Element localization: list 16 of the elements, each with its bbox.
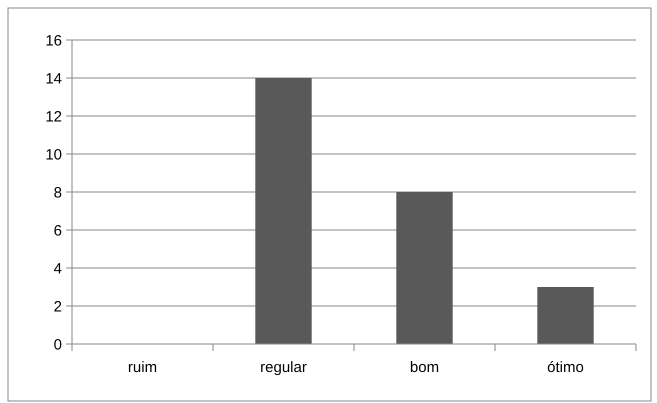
x-tick-label: bom (410, 359, 440, 376)
y-tick-label: 6 (54, 222, 62, 240)
y-tick-label: 12 (45, 108, 62, 126)
x-tick-label: ruim (128, 359, 158, 376)
y-tick-label: 8 (54, 184, 62, 202)
y-tick-label: 14 (45, 70, 62, 88)
bar (396, 192, 453, 344)
bar (255, 78, 312, 344)
y-tick-label: 10 (45, 146, 62, 164)
y-tick-label: 0 (54, 336, 62, 354)
bar (537, 287, 594, 344)
y-tick-label: 4 (54, 260, 62, 278)
x-tick-label: regular (260, 359, 307, 376)
y-tick-label: 16 (45, 32, 62, 50)
y-tick-label: 2 (54, 298, 62, 316)
x-tick-label: ótimo (547, 359, 584, 376)
